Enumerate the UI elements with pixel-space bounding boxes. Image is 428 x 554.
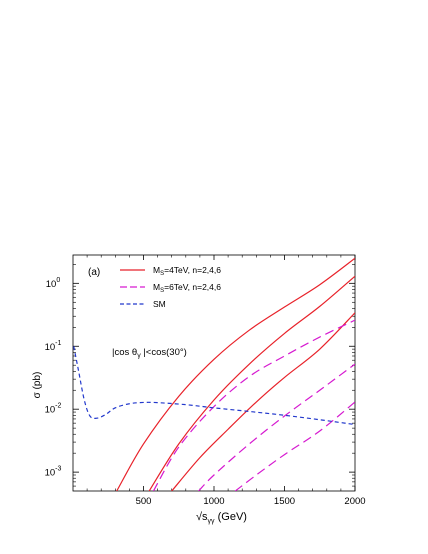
y-tick-label: 10-2 xyxy=(45,403,62,416)
series-line-ms-4tev-n2 xyxy=(116,257,355,491)
panel-label: (a) xyxy=(88,267,100,278)
angular-cut-annotation: |cos θγ |<cos(30°) xyxy=(112,347,187,360)
legend-label: MS=6TeV, n=2,4,6 xyxy=(153,282,221,294)
series-line-ms-6tev-n4 xyxy=(198,363,355,491)
x-tick-label: 1000 xyxy=(203,496,224,507)
series-line-ms-6tev-n6 xyxy=(234,401,355,491)
y-tick-label: 100 xyxy=(46,277,61,290)
x-axis-label: √sγγ (GeV) xyxy=(196,511,247,525)
legend-label: MS=4TeV, n=2,4,6 xyxy=(153,265,221,277)
series-layer xyxy=(73,257,355,491)
series-line-sm xyxy=(73,346,355,426)
y-tick-label: 10-1 xyxy=(45,340,62,353)
x-tick-label: 500 xyxy=(136,496,152,507)
series-line-ms-6tev-n2 xyxy=(152,319,355,491)
series-line-ms-4tev-n4 xyxy=(148,275,355,491)
x-tick-label: 1500 xyxy=(274,496,295,507)
series-line-ms-4tev-n6 xyxy=(171,312,355,491)
y-axis-label: σ (pb) xyxy=(32,372,43,399)
x-tick-label: 2000 xyxy=(344,496,365,507)
y-tick-label: 10-3 xyxy=(45,466,62,479)
axis-ticks: 500 1000 1500 2000 10-3 10-2 10-1 100 xyxy=(45,255,366,507)
legend: MS=4TeV, n=2,4,6 MS=6TeV, n=2,4,6 SM xyxy=(120,265,221,309)
legend-label: SM xyxy=(153,299,166,309)
